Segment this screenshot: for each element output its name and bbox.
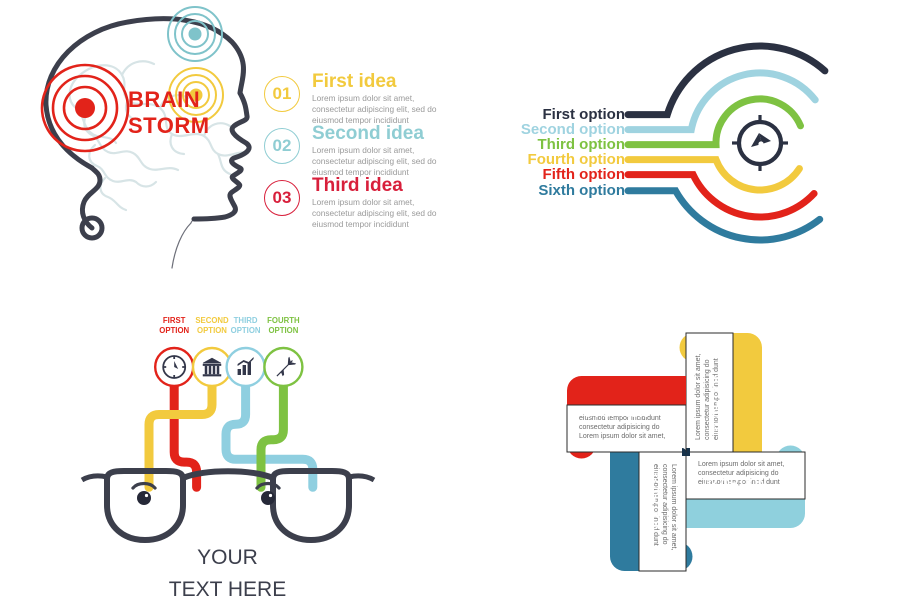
svg-text:FOURTH: FOURTH — [267, 316, 300, 325]
svg-text:04 OPTION: 04 OPTION — [585, 406, 648, 420]
svg-text:Lorem ipsum dolor sit amet,: Lorem ipsum dolor sit amet, — [670, 464, 677, 550]
svg-text:OPTION: OPTION — [231, 326, 261, 335]
svg-text:OPTION: OPTION — [268, 326, 298, 335]
svg-text:consectetur adipisicing do: consectetur adipisicing do — [579, 424, 660, 431]
svg-text:02 OPTION: 02 OPTION — [704, 476, 767, 490]
svg-text:OPTION: OPTION — [159, 326, 189, 335]
svg-text:STORM: STORM — [128, 113, 210, 138]
svg-text:Lorem ipsum dolor sit amet,: Lorem ipsum dolor sit amet, — [695, 353, 702, 439]
svg-text:BRAIN: BRAIN — [128, 87, 200, 112]
svg-text:01 OPTION: 01 OPTION — [710, 371, 724, 434]
svg-text:THIRD: THIRD — [234, 316, 258, 325]
svg-text:FIRST: FIRST — [163, 316, 186, 325]
svg-text:Lorem ipsum dolor sit amet,: Lorem ipsum dolor sit amet, — [579, 433, 665, 440]
svg-text:OPTION: OPTION — [197, 326, 227, 335]
svg-text:SECOND: SECOND — [195, 316, 229, 325]
svg-text:Lorem ipsum dolor sit amet,: Lorem ipsum dolor sit amet, — [698, 461, 784, 468]
svg-text:03 OPTION: 03 OPTION — [648, 470, 662, 533]
